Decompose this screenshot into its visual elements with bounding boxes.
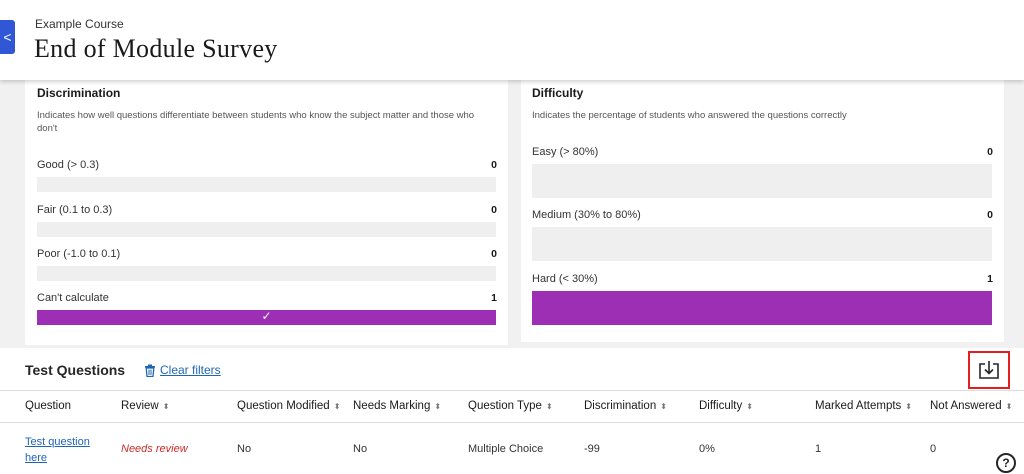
trash-icon bbox=[145, 364, 155, 377]
sort-icon: ⬍ bbox=[746, 402, 753, 411]
discrimination-description: Indicates how well questions differentia… bbox=[37, 110, 475, 134]
page-header: < Example Course End of Module Survey bbox=[0, 0, 1024, 80]
difficulty-easy-label: Easy (> 80%) bbox=[532, 146, 599, 158]
discrimination-value: -99 bbox=[584, 443, 600, 455]
difficulty-hard-label: Hard (< 30%) bbox=[532, 273, 598, 285]
review-status: Needs review bbox=[121, 443, 188, 455]
sort-icon: ⬍ bbox=[660, 402, 667, 411]
question-modified-value: No bbox=[237, 443, 252, 455]
difficulty-medium-bar[interactable] bbox=[532, 227, 992, 261]
discrimination-fair-label: Fair (0.1 to 0.3) bbox=[37, 204, 113, 216]
question-type-value: Multiple Choice bbox=[468, 443, 544, 455]
clear-filters-label: Clear filters bbox=[160, 363, 221, 377]
help-button[interactable]: ? bbox=[996, 453, 1016, 473]
back-button[interactable]: < bbox=[0, 20, 15, 54]
difficulty-hard-count: 1 bbox=[987, 273, 993, 285]
sort-icon: ⬍ bbox=[434, 402, 442, 411]
discrimination-good-label: Good (> 0.3) bbox=[37, 159, 100, 171]
sort-icon: ⬍ bbox=[162, 402, 170, 411]
test-questions-heading: Test Questions bbox=[25, 362, 126, 378]
difficulty-description: Indicates the percentage of students who… bbox=[532, 110, 847, 121]
table-header-row: Question Review ⬍ Question Modified ⬍ Need… bbox=[0, 390, 1024, 423]
download-button[interactable] bbox=[968, 351, 1010, 389]
difficulty-medium-label: Medium (30% to 80%) bbox=[532, 209, 641, 221]
marked-attempts-value: 1 bbox=[815, 443, 822, 455]
clear-filters-link[interactable]: Clear filters bbox=[144, 363, 221, 377]
discrimination-title: Discrimination bbox=[37, 86, 121, 100]
discrimination-good-count: 0 bbox=[491, 159, 497, 171]
sort-icon: ⬍ bbox=[905, 402, 912, 411]
discrimination-card: Discrimination Indicates how well questi… bbox=[25, 80, 508, 345]
page-title: End of Module Survey bbox=[34, 34, 278, 63]
column-header-question: Question bbox=[25, 400, 72, 412]
column-header-not-answered[interactable]: Not Answered ⬍ bbox=[930, 400, 1013, 412]
question-link[interactable]: Test question here bbox=[25, 436, 90, 464]
needs-marking-value: No bbox=[353, 443, 368, 455]
discrimination-fair-bar[interactable] bbox=[37, 222, 496, 237]
difficulty-title: Difficulty bbox=[532, 86, 584, 100]
check-icon: ✓ bbox=[261, 309, 272, 323]
download-icon bbox=[979, 361, 999, 379]
sort-icon: ⬍ bbox=[333, 402, 341, 411]
column-header-difficulty[interactable]: Difficulty ⬍ bbox=[699, 400, 753, 412]
discrimination-fair-count: 0 bbox=[491, 204, 497, 216]
difficulty-hard-bar[interactable] bbox=[532, 291, 992, 325]
sort-icon: ⬍ bbox=[1005, 402, 1013, 411]
difficulty-card: Difficulty Indicates the percentage of s… bbox=[521, 80, 1004, 342]
discrimination-good-bar[interactable] bbox=[37, 177, 496, 192]
difficulty-medium-count: 0 bbox=[987, 209, 993, 221]
difficulty-value: 0% bbox=[699, 443, 715, 455]
column-header-marked-attempts[interactable]: Marked Attempts ⬍ bbox=[815, 400, 912, 412]
sort-icon: ⬍ bbox=[545, 402, 553, 411]
column-header-review[interactable]: Review ⬍ bbox=[121, 400, 170, 412]
course-name: Example Course bbox=[35, 17, 124, 31]
column-header-needs-marking[interactable]: Needs Marking ⬍ bbox=[353, 400, 442, 412]
discrimination-cant-calculate-bar[interactable]: ✓ bbox=[37, 309, 496, 325]
discrimination-poor-label: Poor (-1.0 to 0.1) bbox=[37, 248, 121, 260]
difficulty-easy-count: 0 bbox=[987, 146, 993, 158]
column-header-question-type[interactable]: Question Type ⬍ bbox=[468, 400, 553, 412]
discrimination-cant-calculate-label: Can't calculate bbox=[37, 292, 109, 304]
discrimination-cant-calculate-count: 1 bbox=[491, 292, 497, 304]
difficulty-easy-bar[interactable] bbox=[532, 164, 992, 198]
column-header-question-modified[interactable]: Question Modified ⬍ bbox=[237, 400, 341, 412]
discrimination-poor-bar[interactable] bbox=[37, 266, 496, 281]
not-answered-value: 0 bbox=[930, 443, 937, 455]
discrimination-poor-count: 0 bbox=[491, 248, 497, 260]
column-header-discrimination[interactable]: Discrimination ⬍ bbox=[584, 400, 667, 412]
